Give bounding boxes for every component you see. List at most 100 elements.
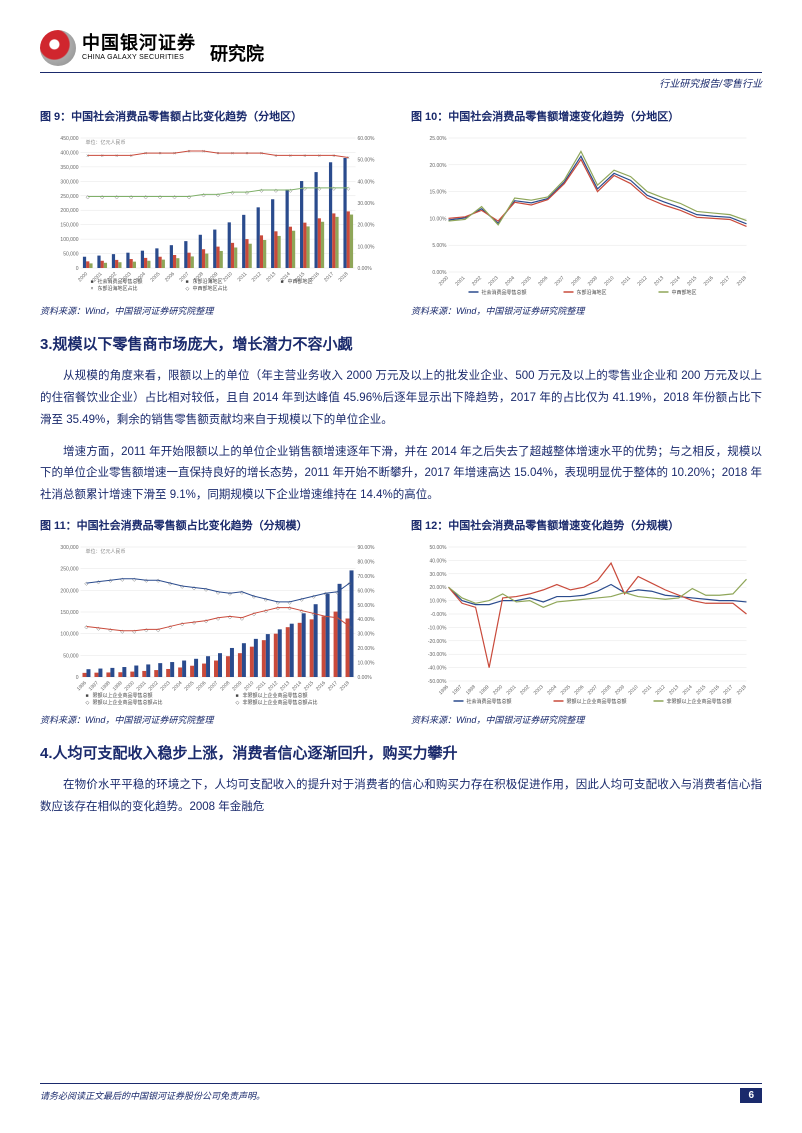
- page-number: 6: [740, 1088, 762, 1103]
- svg-text:2005: 2005: [560, 684, 572, 696]
- svg-text:2003: 2003: [487, 275, 499, 287]
- svg-text:2006: 2006: [164, 271, 176, 283]
- svg-text:■: ■: [186, 279, 189, 285]
- svg-text:200,000: 200,000: [60, 208, 78, 214]
- svg-text:2005: 2005: [149, 271, 161, 283]
- svg-text:■: ■: [91, 279, 94, 285]
- svg-text:◇: ◇: [240, 616, 244, 622]
- svg-text:80.00%: 80.00%: [358, 560, 376, 566]
- svg-text:限额以上企业商品零售总额: 限额以上企业商品零售总额: [93, 692, 153, 699]
- section3-p1: 从规模的角度来看，限额以上的单位（年主营业务收入 2000 万元及以上的批发业企…: [40, 366, 762, 432]
- svg-text:250,000: 250,000: [60, 194, 78, 200]
- svg-text:50.00%: 50.00%: [358, 603, 376, 609]
- svg-text:2001: 2001: [454, 275, 466, 287]
- svg-text:2011: 2011: [641, 684, 653, 696]
- svg-text:◇: ◇: [303, 186, 307, 192]
- svg-text:◇: ◇: [312, 594, 316, 600]
- svg-text:2015: 2015: [303, 680, 315, 692]
- svg-text:-20.00%: -20.00%: [428, 639, 447, 645]
- svg-text:◇: ◇: [132, 629, 136, 635]
- svg-text:2006: 2006: [537, 275, 549, 287]
- chart9: 050,000100,000150,000200,000250,000300,0…: [40, 130, 391, 300]
- svg-text:×: ×: [274, 153, 277, 159]
- svg-text:0: 0: [76, 675, 79, 681]
- svg-text:2014: 2014: [670, 275, 682, 287]
- chart10-title: 图 10：中国社会消费品零售额增速变化趋势（分地区）: [411, 108, 762, 124]
- svg-text:2002: 2002: [148, 680, 160, 692]
- svg-text:2009: 2009: [231, 680, 243, 692]
- svg-text:东部沿海地区占比: 东部沿海地区占比: [98, 285, 138, 292]
- svg-text:2004: 2004: [504, 275, 516, 287]
- svg-text:◇: ◇: [216, 616, 220, 622]
- svg-text:1998: 1998: [465, 684, 477, 696]
- svg-text:-30.00%: -30.00%: [428, 652, 447, 658]
- svg-text:×: ×: [217, 151, 220, 157]
- svg-text:100,000: 100,000: [60, 632, 78, 638]
- svg-text:2013: 2013: [279, 680, 291, 692]
- svg-text:×: ×: [332, 153, 335, 159]
- svg-text:◇: ◇: [129, 195, 133, 201]
- svg-text:-0.00%: -0.00%: [431, 612, 447, 618]
- svg-text:◇: ◇: [228, 591, 232, 597]
- page-header: 中国银河证券 CHINA GALAXY SECURITIES 研究院: [40, 30, 762, 66]
- svg-text:◇: ◇: [216, 590, 220, 596]
- chart10-source: 资料来源：Wind，中国银河证券研究院整理: [411, 304, 762, 317]
- svg-text:2015: 2015: [686, 275, 698, 287]
- svg-text:0.00%: 0.00%: [358, 266, 373, 272]
- svg-text:2007: 2007: [178, 271, 190, 283]
- svg-text:25.00%: 25.00%: [430, 136, 448, 142]
- svg-text:×: ×: [260, 151, 263, 157]
- svg-text:5.00%: 5.00%: [432, 243, 447, 249]
- svg-text:400,000: 400,000: [60, 150, 78, 156]
- svg-text:2006: 2006: [195, 680, 207, 692]
- svg-text:50,000: 50,000: [63, 252, 79, 258]
- svg-text:◇: ◇: [97, 580, 101, 586]
- svg-text:2012: 2012: [655, 684, 667, 696]
- svg-text:×: ×: [91, 286, 94, 292]
- svg-text:◇: ◇: [156, 627, 160, 633]
- svg-text:◇: ◇: [192, 586, 196, 592]
- svg-text:◇: ◇: [288, 606, 292, 612]
- svg-text:10.00%: 10.00%: [358, 661, 376, 667]
- svg-text:20.00%: 20.00%: [430, 585, 448, 591]
- svg-text:◇: ◇: [228, 614, 232, 620]
- division-name: 研究院: [210, 40, 264, 66]
- svg-text:50.00%: 50.00%: [430, 545, 448, 551]
- section4-heading: 4.人均可支配收入稳步上涨，消费者信心逐渐回升，购买力攀升: [40, 742, 762, 763]
- svg-text:×: ×: [245, 151, 248, 157]
- svg-text:◇: ◇: [300, 597, 304, 603]
- svg-text:2009: 2009: [614, 684, 626, 696]
- svg-text:2000: 2000: [438, 275, 450, 287]
- svg-text:20.00%: 20.00%: [358, 223, 376, 229]
- svg-text:◇: ◇: [108, 578, 112, 584]
- svg-text:300,000: 300,000: [60, 545, 78, 551]
- svg-text:×: ×: [86, 153, 89, 159]
- svg-text:◇: ◇: [144, 195, 148, 201]
- svg-text:40.00%: 40.00%: [358, 617, 376, 623]
- svg-text:60.00%: 60.00%: [358, 588, 376, 594]
- svg-text:70.00%: 70.00%: [358, 574, 376, 580]
- svg-text:2013: 2013: [668, 684, 680, 696]
- svg-text:◇: ◇: [264, 597, 268, 603]
- svg-text:150,000: 150,000: [60, 610, 78, 616]
- svg-text:◇: ◇: [180, 584, 184, 590]
- svg-text:150,000: 150,000: [60, 223, 78, 229]
- svg-text:20.00%: 20.00%: [430, 163, 448, 169]
- svg-text:◇: ◇: [245, 190, 249, 196]
- svg-text:2008: 2008: [219, 680, 231, 692]
- svg-text:◇: ◇: [144, 627, 148, 633]
- svg-text:非限额以上企业商品零售总额占比: 非限额以上企业商品零售总额占比: [243, 699, 318, 706]
- svg-text:100,000: 100,000: [60, 237, 78, 243]
- svg-text:×: ×: [159, 151, 162, 157]
- svg-text:◇: ◇: [202, 192, 206, 198]
- svg-text:2018: 2018: [736, 275, 748, 287]
- svg-text:2013: 2013: [265, 271, 277, 283]
- svg-text:◇: ◇: [85, 625, 89, 631]
- svg-text:2014: 2014: [291, 680, 303, 692]
- svg-text:1999: 1999: [478, 684, 490, 696]
- section3-heading: 3.规模以下零售商市场庞大，增长潜力不容小觑: [40, 333, 762, 354]
- svg-text:50,000: 50,000: [63, 653, 79, 659]
- svg-text:2002: 2002: [471, 275, 483, 287]
- svg-text:社会消费品零售总额: 社会消费品零售总额: [98, 278, 143, 285]
- svg-text:2016: 2016: [703, 275, 715, 287]
